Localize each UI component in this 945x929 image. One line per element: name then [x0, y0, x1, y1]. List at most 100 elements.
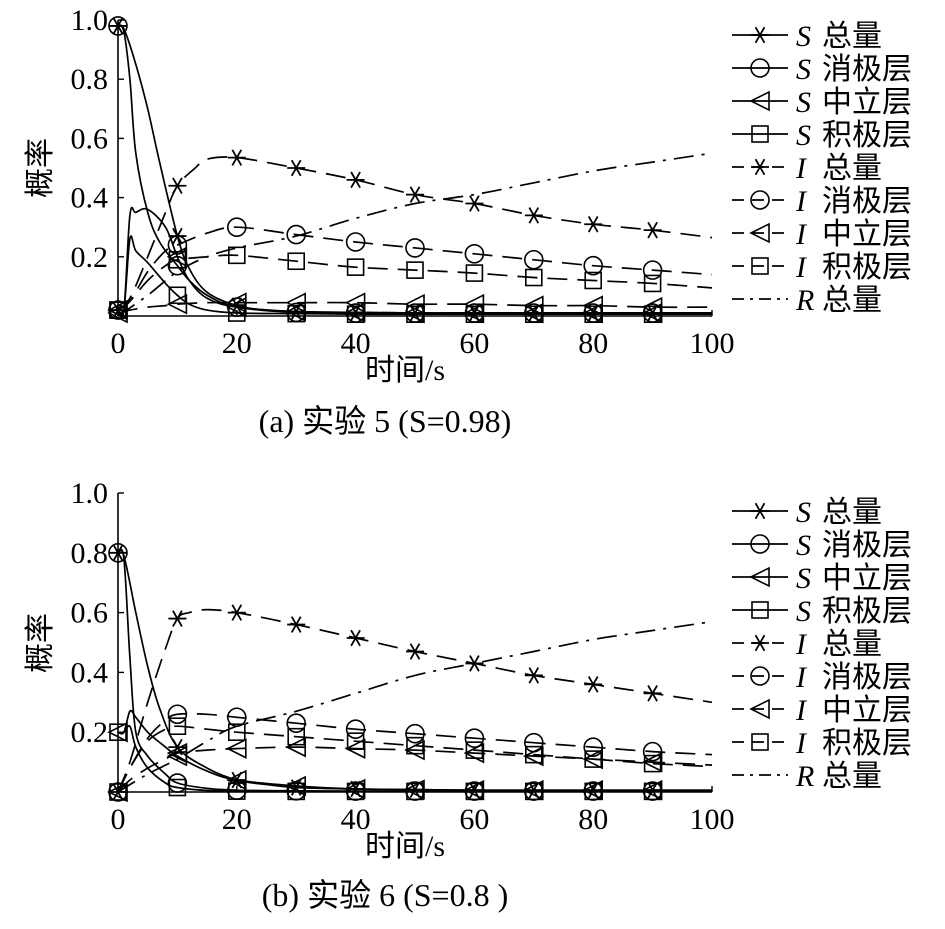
panel-b-x-tick-label: 80 — [578, 803, 608, 836]
panel-b-point-I_neu — [344, 738, 366, 759]
panel-a-point-I_neg — [405, 238, 425, 258]
panel-b-legend-marker-S_total — [751, 502, 769, 520]
panel-a-point-S_pos — [465, 305, 484, 324]
panel-b-series-line-I_neg — [117, 712, 713, 793]
panel-b-point-S_neu — [523, 779, 544, 801]
panel-a-point-I_total — [584, 215, 603, 233]
panel-b-legend-label-S_neg: 消极层 — [822, 529, 912, 562]
panel-b-series-line-S_pos — [117, 724, 712, 793]
panel-a-point-I_neu — [523, 295, 544, 316]
panel-a-legend-marker-S_neg — [750, 58, 770, 78]
panel-b-point-I_total — [584, 676, 603, 693]
panel-b-point-S_neu — [463, 779, 485, 801]
panel-b-series-S_pos — [109, 723, 712, 801]
panel-b-point-S_neu — [107, 721, 128, 743]
panel-a-point-I_neg — [286, 224, 307, 245]
panel-a-point-I_total — [524, 207, 543, 224]
panel-a-y-axis-label: 概率 — [24, 138, 57, 198]
panel-b-point-I_neu — [226, 738, 247, 759]
panel-b-point-S_pos — [168, 778, 187, 797]
panel-a-legend-item-S_total: S 总量 — [732, 20, 882, 53]
panel-a-legend-label-S_neg: 消极层 — [822, 53, 912, 86]
panel-b-y-tick-label: 0.8 — [71, 537, 109, 570]
panel-b-legend-marker-I_neg — [750, 666, 770, 686]
panel-b-y-tick-label: 0.2 — [71, 716, 109, 749]
panel-b-point-S_neu — [641, 779, 663, 801]
panel-a-x-tick-label: 80 — [578, 327, 608, 360]
panel-b-series-I_total — [109, 604, 713, 801]
panel-b-legend-item-I_neu: I 中立层 — [732, 694, 912, 727]
panel-a-point-I_pos — [584, 271, 603, 290]
panel-a-legend-marker-I_pos — [751, 257, 769, 275]
panel-b-legend-var-R_total: R — [795, 760, 814, 793]
panel-b: 0 20 40 60 80 100 0.2 0.4 0.6 0.8 1.0 时间/s 概率 (b) 实验 … — [24, 477, 912, 913]
panel-a-legend-var-S_total: S — [796, 20, 811, 53]
panel-b-legend-marker-S_neu — [749, 566, 770, 588]
panel-b-x-tick-label: 60 — [459, 803, 489, 836]
panel-b-point-S_pos — [406, 782, 424, 801]
panel-b-legend-label-S_pos: 积极层 — [822, 595, 912, 628]
panel-a-point-I_total — [168, 177, 187, 195]
panel-a-legend-var-I_total: I — [795, 152, 808, 185]
panel-a-legend-label-I_neg: 消极层 — [822, 185, 912, 218]
panel-b-point-S_pos — [228, 782, 246, 800]
panel-b-point-I_pos — [643, 754, 662, 773]
panel-a-y-tick-label: 0.6 — [71, 122, 109, 155]
panel-b-series-line-I_total — [117, 608, 713, 793]
panel-b-legend-label-I_pos: 积极层 — [822, 727, 912, 760]
panel-a-point-I_neu — [582, 295, 604, 316]
panel-a-legend-item-I_total: I 总量 — [732, 152, 882, 185]
panel-b-legend-item-I_neg: I 消极层 — [732, 661, 912, 694]
panel-b-point-I_neg — [583, 737, 604, 757]
panel-a-legend-item-S_pos: S 积极层 — [732, 119, 912, 152]
panel-b-legend-var-S_pos: S — [796, 595, 811, 628]
panel-a-x-tick-label: 100 — [690, 327, 735, 360]
panel-a-legend-item-S_neu: S 中立层 — [732, 86, 912, 119]
panel-b-x-tick-label: 100 — [690, 803, 735, 836]
panel-b-legend-var-S_neg: S — [796, 529, 811, 562]
panel-a-point-I_pos — [643, 274, 662, 293]
panel-a-legend-label-S_pos: 积极层 — [822, 119, 912, 152]
panel-b-title: (b) 实验 6 (S=0.8 ) — [262, 877, 508, 913]
panel-b-legend-item-S_neu: S 中立层 — [732, 562, 912, 595]
panel-b-point-I_pos — [406, 736, 424, 755]
panel-a-series-S_total — [109, 17, 712, 322]
panel-a-point-S_pos — [643, 305, 662, 324]
panel-b-point-I_neu — [107, 781, 128, 803]
panel-b-point-S_neu — [285, 775, 307, 797]
panel-a-series-line-I_pos — [117, 254, 713, 311]
panel-a-legend-var-S_neg: S — [796, 53, 811, 86]
panel-b-point-I_total — [168, 610, 187, 627]
panel-b-x-axis-label: 时间/s — [365, 830, 445, 863]
panel-a-point-I_total — [465, 195, 484, 212]
panel-a: 0 20 40 60 80 100 0.2 0.4 0.6 0.8 1.0 时间/s 概率 (a) 实验 … — [24, 4, 912, 439]
panel-a-legend-item-R_total: R 总量 — [732, 284, 882, 317]
panel-b-point-I_pos — [524, 745, 543, 764]
panel-b-point-S_neg — [167, 773, 188, 793]
panel-b-legend-var-I_pos: I — [795, 727, 808, 760]
panel-a-point-I_pos — [228, 246, 246, 265]
panel-a-point-S_pos — [228, 304, 246, 322]
panel-a-point-I_neu — [404, 293, 425, 315]
panel-a-legend-marker-S_pos — [751, 125, 769, 143]
panel-b-legend-marker-S_neg — [750, 534, 770, 554]
panel-a-legend-marker-I_total — [751, 158, 769, 176]
panel-a-point-I_neu — [463, 293, 485, 315]
panel-b-series-line-I_neu — [117, 746, 713, 793]
panel-b-x-tick-label: 0 — [111, 803, 126, 836]
panel-a-legend-marker-S_neu — [749, 90, 770, 112]
panel-b-point-I_pos — [584, 750, 603, 768]
panel-b-point-I_neu — [285, 736, 307, 758]
panel-b-point-I_total — [524, 667, 543, 684]
panel-b-point-I_pos — [168, 717, 187, 736]
panel-a-point-I_neg — [583, 255, 604, 276]
panel-b-legend-item-I_pos: I 积极层 — [732, 727, 912, 760]
panel-a-point-I_neg — [167, 235, 188, 255]
panel-b-x-tick-label: 20 — [222, 803, 252, 836]
panel-a-point-I_pos — [465, 264, 484, 282]
panel-b-point-I_neg — [464, 728, 485, 748]
panel-a-series-line-S_pos — [117, 235, 712, 317]
panel-b-legend-var-I_neu: I — [795, 694, 808, 727]
panel-a-point-S_neg — [108, 16, 128, 36]
